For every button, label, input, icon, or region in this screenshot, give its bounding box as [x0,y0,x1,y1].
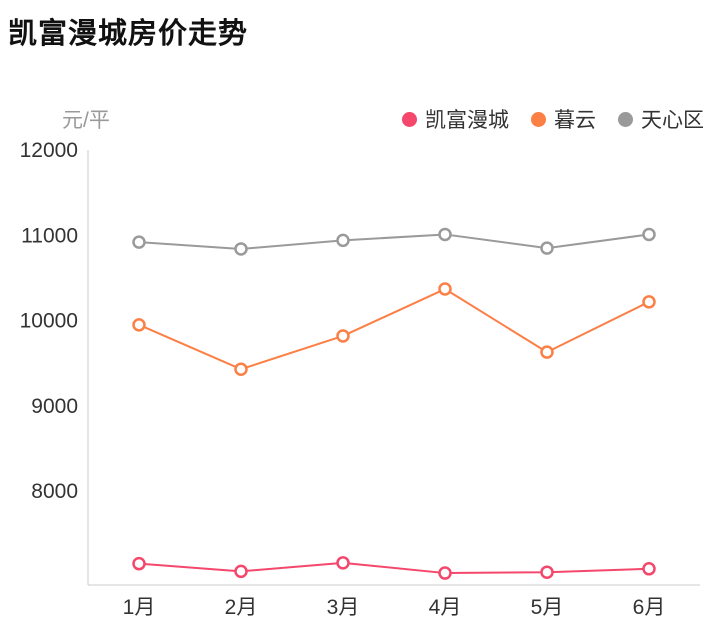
series-line [138,561,650,575]
data-point-marker[interactable] [336,233,350,248]
y-tick-label: 10000 [20,310,78,333]
data-point-marker[interactable] [438,282,452,296]
data-point-marker[interactable] [642,295,656,309]
data-point-marker[interactable] [132,556,146,571]
x-tick-label: 2月 [225,596,258,619]
legend-dot-muyun-icon [531,111,546,127]
x-tick-label: 5月 [531,596,564,619]
legend-label: 暮云 [554,109,596,132]
data-point-marker[interactable] [234,362,248,376]
data-point-marker[interactable] [234,564,248,579]
data-point-marker[interactable] [336,556,350,570]
chart-legend: 凯富漫城 暮云 天心区 [402,104,704,134]
legend-label: 凯富漫城 [425,109,509,132]
y-tick-label: 12000 [20,139,78,162]
y-tick-label: 9000 [31,395,78,418]
legend-item-kaifumancheng[interactable]: 凯富漫城 [402,104,509,134]
legend-dot-tianxinqu-icon [618,111,633,127]
x-tick-label: 3月 [327,596,360,619]
y-axis-unit-label: 元/平 [62,109,110,132]
legend-item-tianxinqu[interactable]: 天心区 [618,104,704,134]
x-tick-label: 1月 [123,596,156,619]
data-point-marker[interactable] [540,565,554,579]
data-point-marker[interactable] [234,242,248,256]
legend-item-muyun[interactable]: 暮云 [531,104,596,134]
data-point-marker[interactable] [336,329,350,343]
page-title: 凯富漫城房价走势 [8,18,249,50]
data-point-marker[interactable] [642,227,656,242]
legend-dot-kaifumancheng-icon [402,111,417,127]
data-point-marker[interactable] [132,318,146,332]
data-point-marker[interactable] [438,227,452,242]
data-point-marker[interactable] [540,241,554,255]
data-point-marker[interactable] [642,562,656,576]
x-tick-label: 6月 [633,596,666,619]
y-tick-label: 8000 [31,480,78,503]
y-tick-label: 11000 [21,224,78,247]
series-line [138,288,650,371]
series-line [138,233,650,250]
data-point-marker[interactable] [438,566,452,580]
data-point-marker[interactable] [540,345,554,359]
data-point-marker[interactable] [132,235,146,249]
x-tick-label: 4月 [429,596,462,619]
legend-label: 天心区 [641,109,704,132]
